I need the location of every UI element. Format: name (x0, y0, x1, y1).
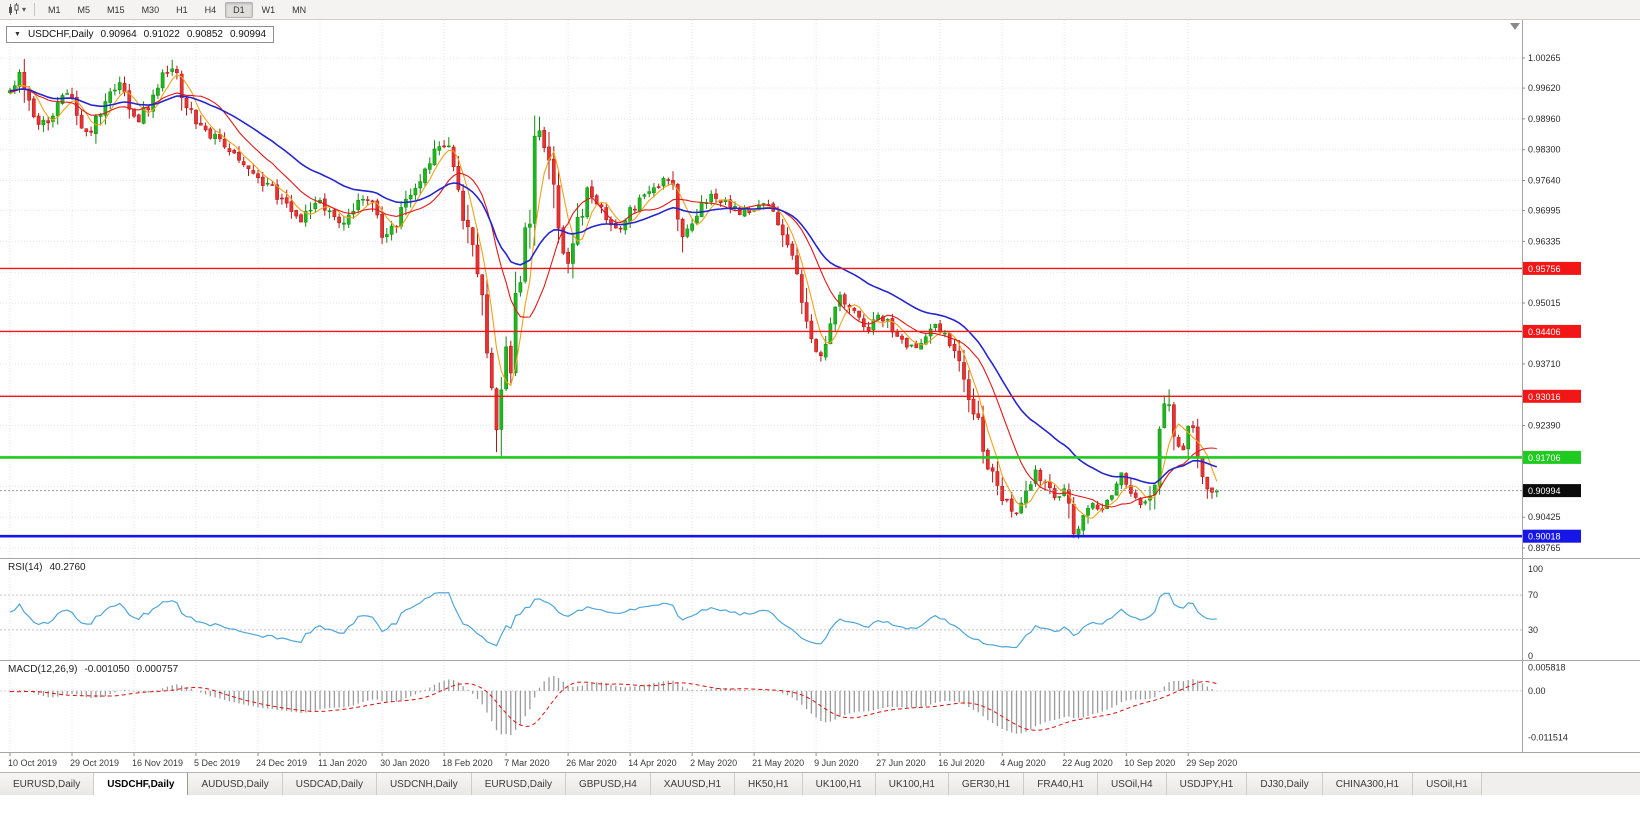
timeframe-button-m1[interactable]: M1 (40, 2, 69, 18)
svg-text:21 May 2020: 21 May 2020 (752, 758, 804, 768)
svg-text:0: 0 (1528, 651, 1533, 661)
svg-text:29 Sep 2020: 29 Sep 2020 (1186, 758, 1237, 768)
svg-text:2 May 2020: 2 May 2020 (690, 758, 737, 768)
svg-text:0.97640: 0.97640 (1528, 176, 1561, 186)
svg-text:0.005818: 0.005818 (1528, 662, 1566, 672)
svg-text:0.99620: 0.99620 (1528, 83, 1561, 93)
svg-text:9 Jun 2020: 9 Jun 2020 (814, 758, 859, 768)
chart-tab-dj30-daily[interactable]: DJ30,Daily (1247, 773, 1323, 795)
chart-tab-xauusd-h1[interactable]: XAUUSD,H1 (650, 773, 736, 795)
svg-text:10 Oct 2019: 10 Oct 2019 (8, 758, 57, 768)
rsi-indicator-label: RSI(14) 40.2760 (8, 562, 86, 573)
chart-type-button[interactable]: ▾ (4, 2, 29, 18)
chart-tab-gbpusd-h4[interactable]: GBPUSD,H4 (565, 773, 651, 795)
candlestick-chart-canvas[interactable]: 1.00265 0.99620 0.98960 0.98300 0.97640 0.969… (0, 20, 1640, 772)
chart-tab-china300-h1[interactable]: CHINA300,H1 (1322, 773, 1414, 795)
timeframe-button-m5[interactable]: M5 (70, 2, 99, 18)
timeframe-button-w1[interactable]: W1 (254, 2, 284, 18)
svg-text:-0.011514: -0.011514 (1528, 733, 1568, 743)
svg-text:10 Sep 2020: 10 Sep 2020 (1124, 758, 1175, 768)
chart-tab-uk100-h1[interactable]: UK100,H1 (875, 773, 949, 795)
chart-tab-usdjpy-h1[interactable]: USDJPY,H1 (1166, 773, 1248, 795)
svg-text:70: 70 (1528, 590, 1538, 600)
svg-text:0.91706: 0.91706 (1528, 453, 1561, 463)
svg-text:0.95756: 0.95756 (1528, 264, 1561, 274)
svg-text:7 Mar 2020: 7 Mar 2020 (504, 758, 550, 768)
ohlc-open: 0.90964 (100, 29, 137, 40)
svg-text:29 Oct 2019: 29 Oct 2019 (70, 758, 119, 768)
svg-text:0.93016: 0.93016 (1528, 392, 1561, 402)
timeframe-button-m30[interactable]: M30 (134, 2, 168, 18)
svg-text:0.90994: 0.90994 (1528, 486, 1561, 496)
chart-tab-audusd-daily[interactable]: AUDUSD,Daily (188, 773, 283, 795)
macd-title: MACD(12,26,9) (8, 664, 78, 675)
svg-text:0.00: 0.00 (1528, 686, 1546, 696)
svg-text:0.95015: 0.95015 (1528, 298, 1561, 308)
rsi-value: 40.2760 (49, 562, 86, 573)
svg-text:0.98300: 0.98300 (1528, 145, 1561, 155)
timeframe-buttons: M1 M5 M15 M30 H1 H4 D1 W1 MN (40, 1, 314, 18)
svg-text:0.92390: 0.92390 (1528, 421, 1561, 431)
svg-text:0.90018: 0.90018 (1528, 532, 1561, 542)
chart-tab-eurusd-daily[interactable]: EURUSD,Daily (471, 773, 566, 795)
svg-text:11 Jan 2020: 11 Jan 2020 (318, 758, 367, 768)
chart-tabs: EURUSD,Daily USDCHF,Daily AUDUSD,Daily USDC… (0, 772, 1640, 795)
chart-tab-hk50-h1[interactable]: HK50,H1 (735, 773, 803, 795)
ohlc-low: 0.90852 (186, 29, 223, 40)
chart-tab-usoil-h1[interactable]: USOil,H1 (1413, 773, 1482, 795)
ohlc-close: 0.90994 (229, 29, 267, 40)
chart-title-box: ▼ USDCHF,Daily 0.90964 0.91022 0.90852 0… (6, 26, 275, 43)
svg-text:16 Nov 2019: 16 Nov 2019 (132, 758, 183, 768)
svg-text:100: 100 (1528, 564, 1543, 574)
chart-area[interactable]: 1.00265 0.99620 0.98960 0.98300 0.97640 0.969… (0, 20, 1640, 772)
chart-tab-ger30-h1[interactable]: GER30,H1 (948, 773, 1025, 795)
svg-text:14 Apr 2020: 14 Apr 2020 (628, 758, 677, 768)
svg-text:0.96335: 0.96335 (1528, 236, 1561, 246)
ohlc-high: 0.91022 (143, 29, 180, 40)
svg-text:24 Dec 2019: 24 Dec 2019 (256, 758, 307, 768)
chart-tab-usdcnh-daily[interactable]: USDCNH,Daily (376, 773, 472, 795)
symbol-dropdown-icon[interactable]: ▼ (14, 31, 21, 38)
svg-text:0.94406: 0.94406 (1528, 327, 1561, 337)
macd-indicator-label: MACD(12,26,9) -0.001050 0.000757 (8, 664, 178, 675)
timeframe-button-mn[interactable]: MN (284, 2, 314, 18)
svg-text:0.89765: 0.89765 (1528, 543, 1561, 553)
svg-text:0.90425: 0.90425 (1528, 512, 1561, 522)
svg-text:5 Dec 2019: 5 Dec 2019 (194, 758, 240, 768)
timeframe-button-h1[interactable]: H1 (168, 2, 196, 18)
svg-text:18 Feb 2020: 18 Feb 2020 (442, 758, 493, 768)
svg-text:4 Aug 2020: 4 Aug 2020 (1000, 758, 1046, 768)
rsi-title: RSI(14) (8, 562, 43, 573)
timeframe-button-m15[interactable]: M15 (99, 2, 133, 18)
chart-tab-usoil-h4[interactable]: USOil,H4 (1097, 773, 1167, 795)
candlestick-icon (9, 3, 19, 15)
timeframe-button-h4[interactable]: H4 (197, 2, 225, 18)
svg-text:0.98960: 0.98960 (1528, 114, 1561, 124)
svg-text:30: 30 (1528, 625, 1538, 635)
chart-tab-fra40-h1[interactable]: FRA40,H1 (1024, 773, 1098, 795)
macd-main-value: -0.001050 (84, 664, 130, 675)
toolbar: ▾ M1 M5 M15 M30 H1 H4 D1 W1 MN (0, 0, 1640, 20)
svg-text:27 Jun 2020: 27 Jun 2020 (876, 758, 926, 768)
macd-signal-value: 0.000757 (136, 664, 179, 675)
timeframe-button-d1[interactable]: D1 (225, 1, 253, 18)
dropdown-caret-icon: ▾ (22, 5, 27, 14)
chart-symbol-period: USDCHF,Daily (27, 29, 94, 40)
svg-text:0.96995: 0.96995 (1528, 206, 1561, 216)
svg-text:16 Jul 2020: 16 Jul 2020 (938, 758, 985, 768)
svg-text:26 Mar 2020: 26 Mar 2020 (566, 758, 617, 768)
svg-text:30 Jan 2020: 30 Jan 2020 (380, 758, 430, 768)
toolbar-separator (34, 3, 36, 16)
chart-tab-eurusd-daily[interactable]: EURUSD,Daily (0, 773, 95, 795)
chart-tab-usdchf-daily[interactable]: USDCHF,Daily (94, 773, 189, 795)
chart-tab-usdcad-daily[interactable]: USDCAD,Daily (282, 773, 377, 795)
chart-tab-uk100-h1[interactable]: UK100,H1 (802, 773, 876, 795)
svg-text:22 Aug 2020: 22 Aug 2020 (1062, 758, 1113, 768)
svg-text:0.93710: 0.93710 (1528, 359, 1561, 369)
svg-text:1.00265: 1.00265 (1528, 53, 1561, 63)
